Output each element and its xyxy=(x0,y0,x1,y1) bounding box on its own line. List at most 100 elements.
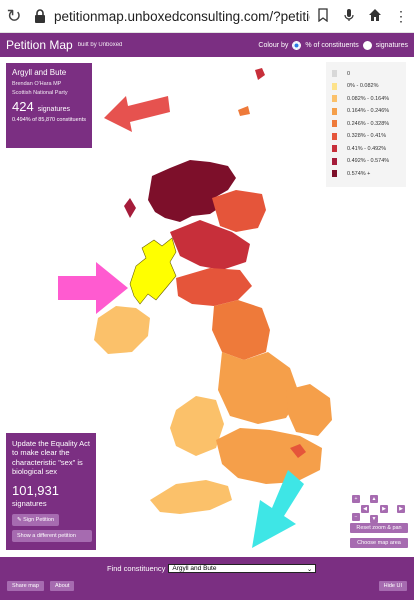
legend-row: 0.246% - 0.328% xyxy=(332,118,406,129)
home-icon[interactable] xyxy=(362,8,388,25)
south-england-region[interactable] xyxy=(216,428,322,484)
pan-right-icon[interactable]: ▶ xyxy=(380,505,388,513)
pencil-icon: ✎ xyxy=(17,516,22,523)
pan-left-icon[interactable]: ◀ xyxy=(361,505,369,513)
legend-row: 0.574% + xyxy=(332,168,406,179)
find-constituency-label: Find constituency xyxy=(107,564,166,573)
microphone-icon[interactable] xyxy=(336,8,362,25)
legend-row: 0.082% - 0.164% xyxy=(332,93,406,104)
zoom-out-icon[interactable]: − xyxy=(352,513,360,521)
find-constituency-value: Argyll and Bute xyxy=(172,565,217,572)
london-region[interactable] xyxy=(290,444,306,458)
cyan-arrow-annotation xyxy=(252,470,304,548)
petition-signature-label: signatures xyxy=(12,498,47,508)
legend-label: 0.492% - 0.574% xyxy=(347,158,390,164)
colour-by-control: Colour by % of constituents signatures xyxy=(258,40,408,50)
legend-swatch xyxy=(332,70,337,77)
north-east-scotland-region[interactable] xyxy=(212,190,266,232)
petition-signature-count: 101,931 xyxy=(12,482,59,498)
map-canvas[interactable]: Argyll and Bute Brendan O'Hara MP Scotti… xyxy=(0,57,414,557)
find-constituency-select[interactable]: Argyll and Bute ⌄ xyxy=(168,564,317,573)
more-menu-icon[interactable]: ⋮ xyxy=(394,7,408,24)
petition-title: Update the Equality Act to make clear th… xyxy=(12,439,90,477)
red-arrow-annotation xyxy=(104,96,170,132)
hide-ui-button[interactable]: Hide UI xyxy=(378,581,407,591)
radio-signatures[interactable] xyxy=(362,40,372,50)
legend-swatch xyxy=(332,157,337,165)
constituency-signature-label: signatures xyxy=(37,106,70,113)
constituency-info-card: Argyll and Bute Brendan O'Hara MP Scotti… xyxy=(6,63,92,148)
legend-label: 0% - 0.082% xyxy=(347,83,379,89)
legend-row: 0.492% - 0.574% xyxy=(332,156,406,167)
sign-petition-label: Sign Petition xyxy=(23,516,55,523)
legend-swatch xyxy=(332,132,337,140)
legend-swatch xyxy=(332,82,337,90)
western-isles-region[interactable] xyxy=(124,198,136,218)
east-of-england-region[interactable] xyxy=(286,384,332,436)
legend-label: 0.164% - 0.246% xyxy=(347,108,390,114)
pink-arrow-annotation xyxy=(58,262,128,314)
legend-row: 0 xyxy=(332,68,406,79)
app-title: Petition Map xyxy=(6,38,73,52)
central-scotland-region[interactable] xyxy=(170,220,250,270)
legend-swatch xyxy=(332,107,337,115)
northern-ireland-region[interactable] xyxy=(94,306,150,354)
legend-label: 0 xyxy=(347,70,351,77)
built-by-label: built by Unboxed xyxy=(77,42,123,48)
uk-map[interactable] xyxy=(0,57,414,557)
highlands-region[interactable] xyxy=(148,160,236,222)
legend-row: 0% - 0.082% xyxy=(332,81,406,92)
south-west-region[interactable] xyxy=(150,480,232,514)
midlands-region[interactable] xyxy=(218,352,300,424)
legend-row: 0.41% - 0.492% xyxy=(332,143,406,154)
address-bar[interactable]: petitionmap.unboxedconsulting.com/?petit… xyxy=(54,8,310,24)
pan-up-icon[interactable]: ▲ xyxy=(370,495,378,503)
northern-england-region[interactable] xyxy=(212,300,270,360)
colour-by-label: Colour by xyxy=(258,41,289,49)
bottom-bar: Find constituency Argyll and Bute ⌄ Shar… xyxy=(0,557,414,600)
sign-petition-button[interactable]: ✎ Sign Petition xyxy=(12,513,60,526)
option-signatures-label[interactable]: signatures xyxy=(375,41,408,49)
share-map-button[interactable]: Share map xyxy=(7,581,44,591)
bookmark-icon[interactable] xyxy=(310,7,336,25)
browser-toolbar: ↻ petitionmap.unboxedconsulting.com/?pet… xyxy=(0,0,414,33)
lock-icon xyxy=(35,9,45,23)
zoom-in-icon[interactable]: + xyxy=(352,495,360,503)
legend-swatch xyxy=(332,120,337,127)
southern-scotland-region[interactable] xyxy=(176,268,252,306)
legend-row: 0.328% - 0.41% xyxy=(332,131,406,142)
legend-row: 0.164% - 0.246% xyxy=(332,106,406,117)
mp-name: Brendan O'Hara MP xyxy=(12,81,62,87)
map-legend: 0 0% - 0.082% 0.082% - 0.164% 0.164% - 0.24… xyxy=(326,62,406,187)
constituency-percent: 0.494% of 85,870 constituents xyxy=(12,117,86,123)
constituency-name: Argyll and Bute xyxy=(12,68,67,77)
legend-swatch xyxy=(332,95,337,102)
pan-far-right-icon[interactable]: ▶ xyxy=(397,505,405,513)
legend-label: 0.082% - 0.164% xyxy=(347,95,390,102)
reload-icon[interactable]: ↻ xyxy=(6,5,22,26)
radio-percent[interactable] xyxy=(292,40,302,50)
option-percent-label[interactable]: % of constituents xyxy=(305,41,359,49)
find-constituency-row: Find constituency Argyll and Bute ⌄ xyxy=(107,564,317,573)
legend-label: 0.574% + xyxy=(347,170,371,177)
orkney-region[interactable] xyxy=(238,106,250,116)
signature-row: 424 signatures xyxy=(12,99,86,114)
chevron-down-icon: ⌄ xyxy=(306,565,313,573)
argyll-and-bute-region[interactable] xyxy=(129,237,177,305)
legend-label: 0.246% - 0.328% xyxy=(347,120,390,127)
about-button[interactable]: About xyxy=(50,581,75,591)
reset-zoom-button[interactable]: Reset zoom & pan xyxy=(350,523,408,533)
app-header: Petition Map built by Unboxed Colour by … xyxy=(0,33,414,57)
mp-party: Scottish National Party xyxy=(12,90,68,96)
choose-map-area-button[interactable]: Choose map area xyxy=(350,538,408,548)
legend-label: 0.41% - 0.492% xyxy=(347,145,387,152)
legend-label: 0.328% - 0.41% xyxy=(347,133,387,139)
shetland-region[interactable] xyxy=(255,68,265,80)
pan-down-icon[interactable]: ▼ xyxy=(370,515,378,523)
show-different-petition-button[interactable]: Show a different petition xyxy=(12,529,92,542)
legend-swatch xyxy=(332,170,337,177)
constituency-signature-count: 424 xyxy=(12,99,34,114)
petition-info-card: Update the Equality Act to make clear th… xyxy=(6,433,96,550)
wales-region[interactable] xyxy=(170,396,224,456)
legend-swatch xyxy=(332,145,337,152)
